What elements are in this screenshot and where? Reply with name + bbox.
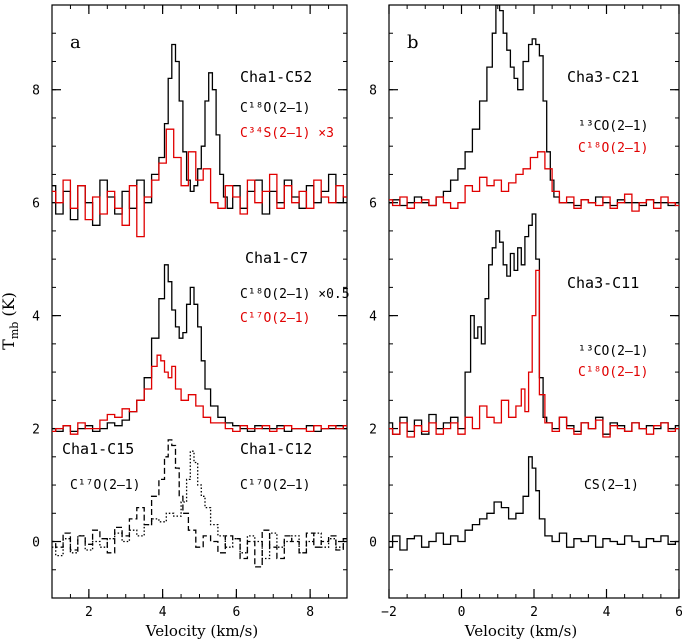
panel-label: a xyxy=(70,32,81,53)
y-tick-label: 2 xyxy=(369,423,377,438)
spectrum-line-1-4 xyxy=(389,456,679,551)
y-tick-label: 0 xyxy=(369,536,377,551)
x-tick-label: 6 xyxy=(232,605,240,620)
line-label: C¹⁷O(2–1) xyxy=(70,478,140,493)
spectrum-line-1-3 xyxy=(389,269,679,438)
y-tick-label: 4 xyxy=(369,310,377,325)
panel-b: −2 0 2 4 6 0 2 4 6 8 b Cha3-C21 ¹³CO(2–1) C¹⁸O(2–1) Ch… xyxy=(369,4,682,620)
spectrum-line-1-1 xyxy=(389,151,679,212)
line-label: C¹⁸O(2–1) xyxy=(578,141,648,156)
x-tick-label: 6 xyxy=(675,605,682,620)
y-axis-label: Tmb (K) xyxy=(0,292,21,350)
spectrum-line-0-2 xyxy=(52,264,347,433)
y-tick-label: 6 xyxy=(32,197,40,212)
y-tick-label: 8 xyxy=(369,84,377,99)
spectrum-line-1-0 xyxy=(389,5,679,207)
line-label: CS(2–1) xyxy=(584,478,639,493)
spectrum-line-0-3 xyxy=(52,354,347,435)
x-axis-label-a: Velocity (km/s) xyxy=(145,622,258,640)
panel-label: b xyxy=(407,32,419,53)
panel-a: 2 4 6 8 0 2 4 6 8 a Cha1-C52 C¹⁸O(2–1) C³⁴S(2–1) ×3 C… xyxy=(32,4,350,620)
x-tick-label: −2 xyxy=(381,605,397,620)
source-name: Cha1-C52 xyxy=(240,68,312,86)
line-label: C¹⁷O(2–1) xyxy=(240,478,310,493)
line-label: ¹³CO(2–1) xyxy=(578,344,648,359)
line-label: C¹⁸O(2–1) xyxy=(240,101,310,116)
x-tick-label: 0 xyxy=(458,605,466,620)
y-tick-label: 8 xyxy=(32,84,40,99)
line-label: C¹⁸O(2–1) xyxy=(578,365,648,380)
x-tick-label: 2 xyxy=(85,605,93,620)
source-name: Cha1-C7 xyxy=(245,249,308,267)
plot-frame xyxy=(388,4,680,599)
x-axis-label-b: Velocity (km/s) xyxy=(464,622,577,640)
y-tick-label: 4 xyxy=(32,310,40,325)
spectrum-line-1-2 xyxy=(389,213,679,435)
y-tick-label: 2 xyxy=(32,423,40,438)
x-tick-label: 2 xyxy=(530,605,538,620)
source-name: Cha1-C15 xyxy=(62,440,134,458)
line-label: ¹³CO(2–1) xyxy=(578,119,648,134)
spectrum-line-0-4 xyxy=(52,439,347,568)
line-label: C¹⁷O(2–1) xyxy=(240,311,310,326)
x-tick-label: 8 xyxy=(306,605,314,620)
x-tick-label: 4 xyxy=(159,605,167,620)
line-label: C¹⁸O(2–1) ×0.5 xyxy=(240,287,350,302)
spectrum-line-0-5 xyxy=(52,450,347,560)
source-name: Cha3-C21 xyxy=(567,68,639,86)
spectrum-line-0-0 xyxy=(52,43,347,226)
spectrum-line-0-1 xyxy=(52,128,347,238)
x-tick-label: 4 xyxy=(603,605,611,620)
y-tick-label: 6 xyxy=(369,197,377,212)
source-name: Cha1-C12 xyxy=(240,440,312,458)
line-label: C³⁴S(2–1) ×3 xyxy=(240,126,334,141)
source-name: Cha3-C11 xyxy=(567,274,639,292)
y-tick-label: 0 xyxy=(32,536,40,551)
